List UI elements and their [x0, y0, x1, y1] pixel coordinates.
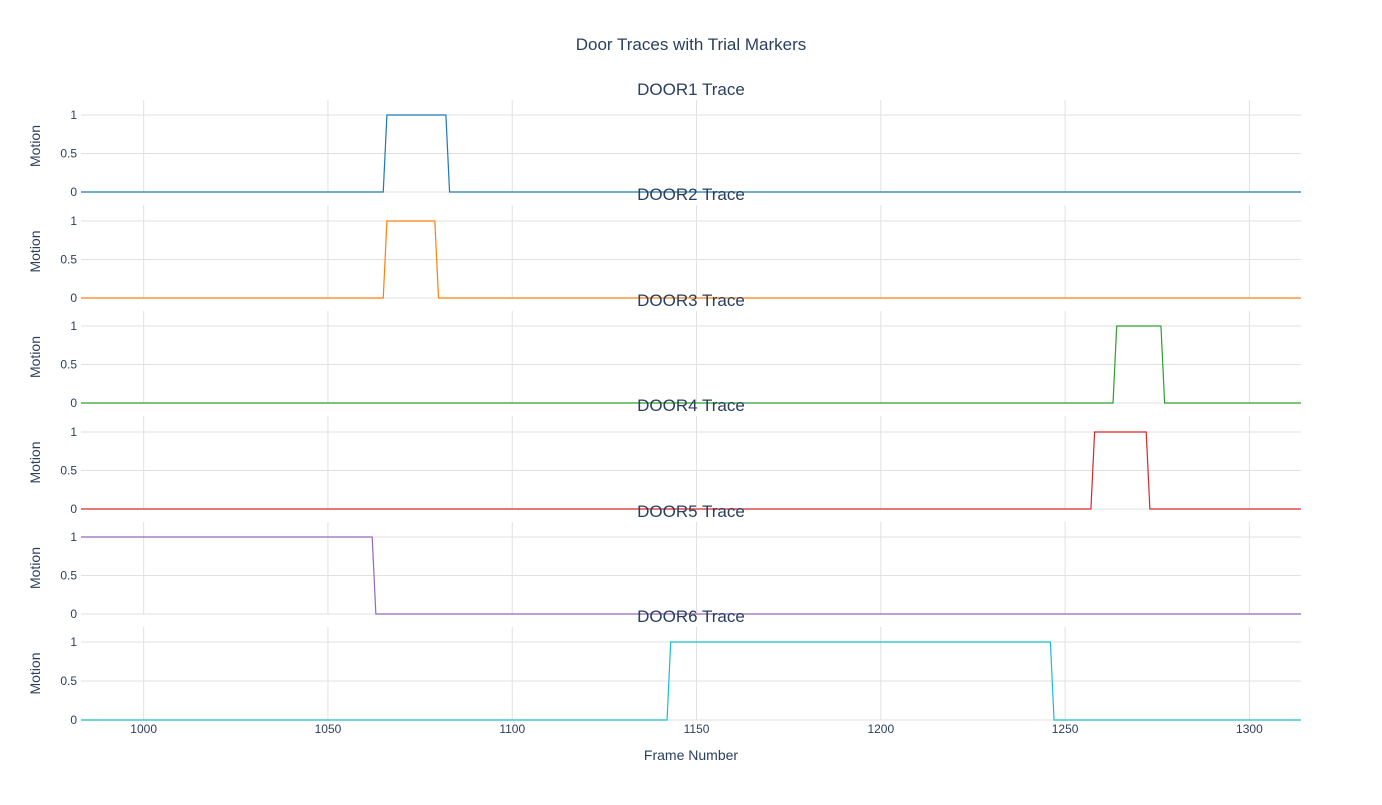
- door2-trace-line: [81, 220, 1301, 299]
- y-tick-label: 0: [70, 607, 77, 621]
- x-tick-label: 1150: [684, 722, 710, 736]
- x-tick-label: 1000: [130, 722, 157, 736]
- door3-trace-line: [81, 325, 1301, 404]
- y-tick-label: 1: [70, 635, 77, 649]
- subplot-title: DOOR4 Trace: [637, 396, 745, 415]
- y-axis-title: Motion: [27, 441, 43, 483]
- door6-trace-line: [81, 641, 1301, 721]
- subplot-door5: 0 0.5 1 DOOR5 Trace Motion: [27, 502, 1301, 621]
- y-tick-label: 0.5: [60, 569, 77, 583]
- subplot-title: DOOR5 Trace: [637, 502, 745, 521]
- subplot-title: DOOR2 Trace: [637, 185, 745, 204]
- subplot-title: DOOR3 Trace: [637, 291, 745, 310]
- subplot-title: DOOR1 Trace: [637, 80, 745, 99]
- subplot-title: DOOR6 Trace: [637, 607, 745, 626]
- y-tick-label: 1: [70, 425, 77, 439]
- subplot-door4: 0 0.5 1 DOOR4 Trace Motion: [27, 396, 1301, 516]
- subplot-door6: 0 0.5 1 DOOR6 Trace Motion: [27, 607, 1301, 727]
- subplot-door3: 0 0.5 1 DOOR3 Trace Motion: [27, 291, 1301, 410]
- y-tick-label: 1: [70, 214, 77, 228]
- y-tick-label: 0: [70, 291, 77, 305]
- x-tick-label: 1050: [315, 722, 342, 736]
- y-tick-label: 0: [70, 185, 77, 199]
- y-tick-label: 0.5: [60, 147, 77, 161]
- y-tick-label: 0.5: [60, 358, 77, 372]
- door4-trace-line: [81, 431, 1301, 510]
- y-axis-title: Motion: [27, 652, 43, 694]
- y-axis-title: Motion: [27, 230, 43, 272]
- y-axis-title: Motion: [27, 336, 43, 378]
- chart-title: Door Traces with Trial Markers: [576, 35, 807, 54]
- x-tick-label: 1100: [499, 722, 525, 736]
- y-tick-label: 0.5: [60, 464, 77, 478]
- x-tick-label: 1250: [1052, 722, 1079, 736]
- subplot-door2: 0 0.5 1 DOOR2 Trace Motion: [27, 185, 1301, 305]
- y-tick-label: 0.5: [60, 674, 77, 688]
- door5-trace-line: [81, 536, 1301, 615]
- y-tick-label: 1: [70, 108, 77, 122]
- y-tick-label: 0.5: [60, 253, 77, 267]
- y-axis-title: Motion: [27, 547, 43, 589]
- x-axis-title: Frame Number: [644, 747, 738, 763]
- y-axis-title: Motion: [27, 125, 43, 167]
- x-tick-label: 1300: [1236, 722, 1263, 736]
- x-tick-label: 1200: [867, 722, 894, 736]
- subplot-panels: 0 0.5 1 DOOR1 Trace Motion 0 0.5 1 DOOR2 Trace Mo…: [27, 80, 1301, 727]
- y-tick-label: 0: [70, 713, 77, 727]
- y-tick-label: 0: [70, 502, 77, 516]
- x-axis-ticks: 1000 1050 1100 1150 1200 1250 1300: [130, 722, 1263, 736]
- y-tick-label: 1: [70, 319, 77, 333]
- y-tick-label: 1: [70, 530, 77, 544]
- subplot-door1: 0 0.5 1 DOOR1 Trace Motion: [27, 80, 1301, 199]
- door1-trace-line: [81, 114, 1301, 193]
- y-tick-label: 0: [70, 396, 77, 410]
